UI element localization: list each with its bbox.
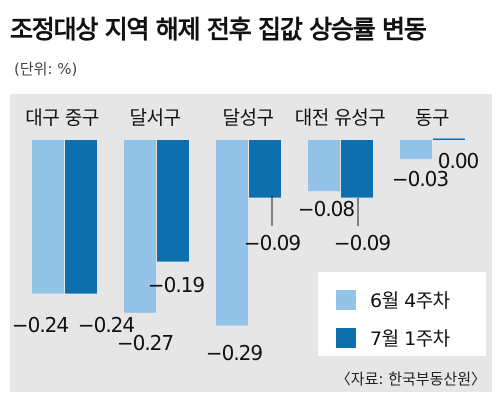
legend-swatch [336,290,356,310]
data-label: −0.24 [78,313,135,337]
data-label: −0.29 [206,341,263,365]
source-note: 〈자료: 한국부동산원〉 [335,370,486,388]
bar [249,140,281,198]
bar [124,140,156,313]
data-label: −0.09 [244,231,301,255]
data-label: −0.24 [12,313,69,337]
category-label: 달성구 [223,107,274,129]
data-label: 0.00 [438,149,479,173]
category-label: 동구 [415,107,449,129]
data-label: −0.27 [117,331,174,355]
unit-label: (단위: %) [14,60,78,78]
data-label: −0.19 [148,273,205,297]
bar [65,140,97,294]
bar [216,140,248,326]
chart-title: 조정대상 지역 해제 전후 집값 상승률 변동 [10,15,427,44]
bar [341,140,373,198]
legend-label: 6월 4주차 [370,290,450,312]
bar [433,138,465,140]
legend-swatch [336,328,356,348]
bar [400,140,432,160]
category-label: 대구 중구 [25,107,98,129]
category-label: 대전 유성구 [295,107,385,129]
bar [32,140,64,294]
bar [157,140,189,262]
legend-label: 7월 1주차 [370,328,450,350]
data-label: −0.03 [392,167,449,191]
data-label: −0.08 [298,197,355,221]
category-label: 달서구 [130,107,181,129]
bar [308,140,340,192]
data-label: −0.09 [334,231,391,255]
